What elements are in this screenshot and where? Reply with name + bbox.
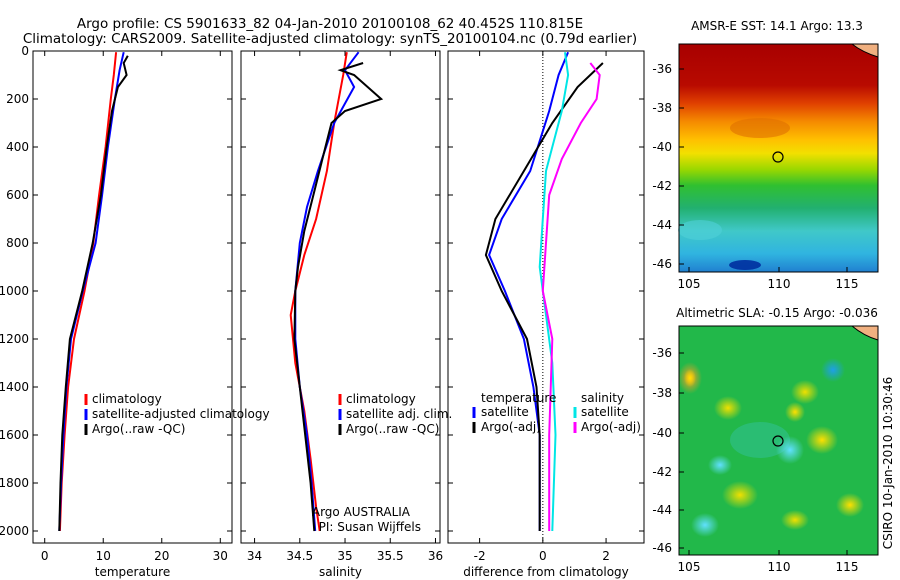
temperature-panel: 0 10 20 30 0 200 400 600 800 1000 1200 1400 1600 1800… [0, 44, 270, 579]
legend-entry: Argo(-adj) [481, 420, 541, 434]
legend-title: temperature [481, 391, 556, 405]
x-tick-label: 0 [41, 549, 49, 563]
y-tick-label: 1000 [0, 284, 29, 298]
map-y-tick-label: -46 [652, 541, 672, 555]
legend-entry: Argo(..raw -QC) [92, 422, 185, 436]
plot-frame [447, 50, 645, 544]
legend-entry: climatology [346, 392, 416, 406]
map-y-tick-label: -40 [652, 140, 672, 154]
legend-title: salinity [581, 391, 624, 405]
x-axis-label: difference from climatology [463, 565, 629, 579]
series-line [58, 55, 129, 532]
sst-map-title: AMSR-E SST: 14.1 Argo: 13.3 [691, 19, 863, 33]
x-tick-label: 35 [337, 549, 352, 563]
figure-title-line1: Argo profile: CS 5901633_82 04-Jan-2010 … [77, 16, 583, 32]
y-tick-label: 600 [6, 188, 29, 202]
map-y-tick-label: -36 [652, 62, 672, 76]
legend-entry: satellite [481, 405, 529, 419]
legend-entry: satellite adj. clim. [346, 407, 452, 421]
y-tick-label: 1600 [0, 428, 29, 442]
series-line [484, 62, 604, 531]
y-tick-label: 1800 [0, 476, 29, 490]
x-axis-label: temperature [95, 565, 170, 579]
x-tick-label: 0 [539, 549, 547, 563]
map-x-tick-label: 110 [768, 560, 791, 574]
legend-entry: satellite [581, 405, 629, 419]
y-tick-label: 2000 [0, 524, 29, 538]
map-x-tick-label: 105 [678, 560, 701, 574]
series-line [294, 51, 360, 532]
sla-map: Altimetric SLA: -0.15 Argo: -0.036 -36 -3… [652, 306, 879, 574]
map-y-tick-label: -46 [652, 257, 672, 271]
legend-entry: satellite-adjusted climatology [92, 407, 270, 421]
series-line [538, 52, 570, 532]
plot-frame [32, 50, 233, 544]
x-tick-label: 36 [428, 549, 443, 563]
map-y-tick-label: -38 [652, 386, 672, 400]
y-tick-label: 1400 [0, 380, 29, 394]
map-x-tick-label: 105 [678, 277, 701, 291]
annotation-line: Argo AUSTRALIA [312, 505, 411, 519]
series-line [293, 62, 384, 532]
y-tick-label: 200 [6, 92, 29, 106]
argo-location-marker [772, 435, 784, 447]
map-y-tick-label: -42 [652, 179, 672, 193]
y-tick-label: 0 [21, 44, 29, 58]
map-x-tick-label: 115 [836, 560, 859, 574]
series-line [289, 52, 348, 532]
map-x-tick-label: 115 [836, 277, 859, 291]
map-y-tick-label: -44 [652, 218, 672, 232]
x-tick-label: 35.5 [377, 549, 404, 563]
series-line [541, 62, 601, 531]
map-y-tick-label: -42 [652, 465, 672, 479]
series-line [58, 52, 118, 532]
figure-title-line2: Climatology: CARS2009. Satellite-adjuste… [23, 31, 637, 47]
salinity-panel: 34 34.5 35 35.5 36 salinity climatologysatelli… [240, 50, 452, 579]
x-tick-label: 10 [96, 549, 111, 563]
x-tick-label: 2 [602, 549, 610, 563]
y-tick-label: 1200 [0, 332, 29, 346]
map-y-tick-label: -44 [652, 503, 672, 517]
argo-location-marker [772, 151, 784, 163]
x-tick-label: 34 [247, 549, 262, 563]
series-line [488, 51, 570, 531]
sla-map-title: Altimetric SLA: -0.15 Argo: -0.036 [676, 306, 878, 320]
series-line [58, 51, 125, 532]
x-tick-label: -2 [474, 549, 486, 563]
x-tick-label: 20 [154, 549, 169, 563]
map-y-tick-label: -40 [652, 426, 672, 440]
y-tick-label: 400 [6, 140, 29, 154]
credit-footer: CSIRO 10-Jan-2010 10:30:46 [881, 377, 895, 549]
x-axis-label: salinity [319, 565, 362, 579]
plot-frame [240, 50, 441, 544]
sst-map: AMSR-E SST: 14.1 Argo: 13.3 [652, 19, 879, 291]
map-y-tick-label: -36 [652, 346, 672, 360]
annotation-line: PI: Susan Wijffels [319, 520, 421, 534]
legend-entry: Argo(-adj) [581, 420, 641, 434]
legend-entry: climatology [92, 392, 162, 406]
x-tick-label: 30 [213, 549, 228, 563]
y-tick-label: 800 [6, 236, 29, 250]
difference-panel: -2 0 2 difference from climatology temperatu… [447, 50, 645, 579]
map-y-tick-label: -38 [652, 101, 672, 115]
legend-entry: Argo(..raw -QC) [346, 422, 439, 436]
map-x-tick-label: 110 [768, 277, 791, 291]
x-tick-label: 34.5 [286, 549, 313, 563]
